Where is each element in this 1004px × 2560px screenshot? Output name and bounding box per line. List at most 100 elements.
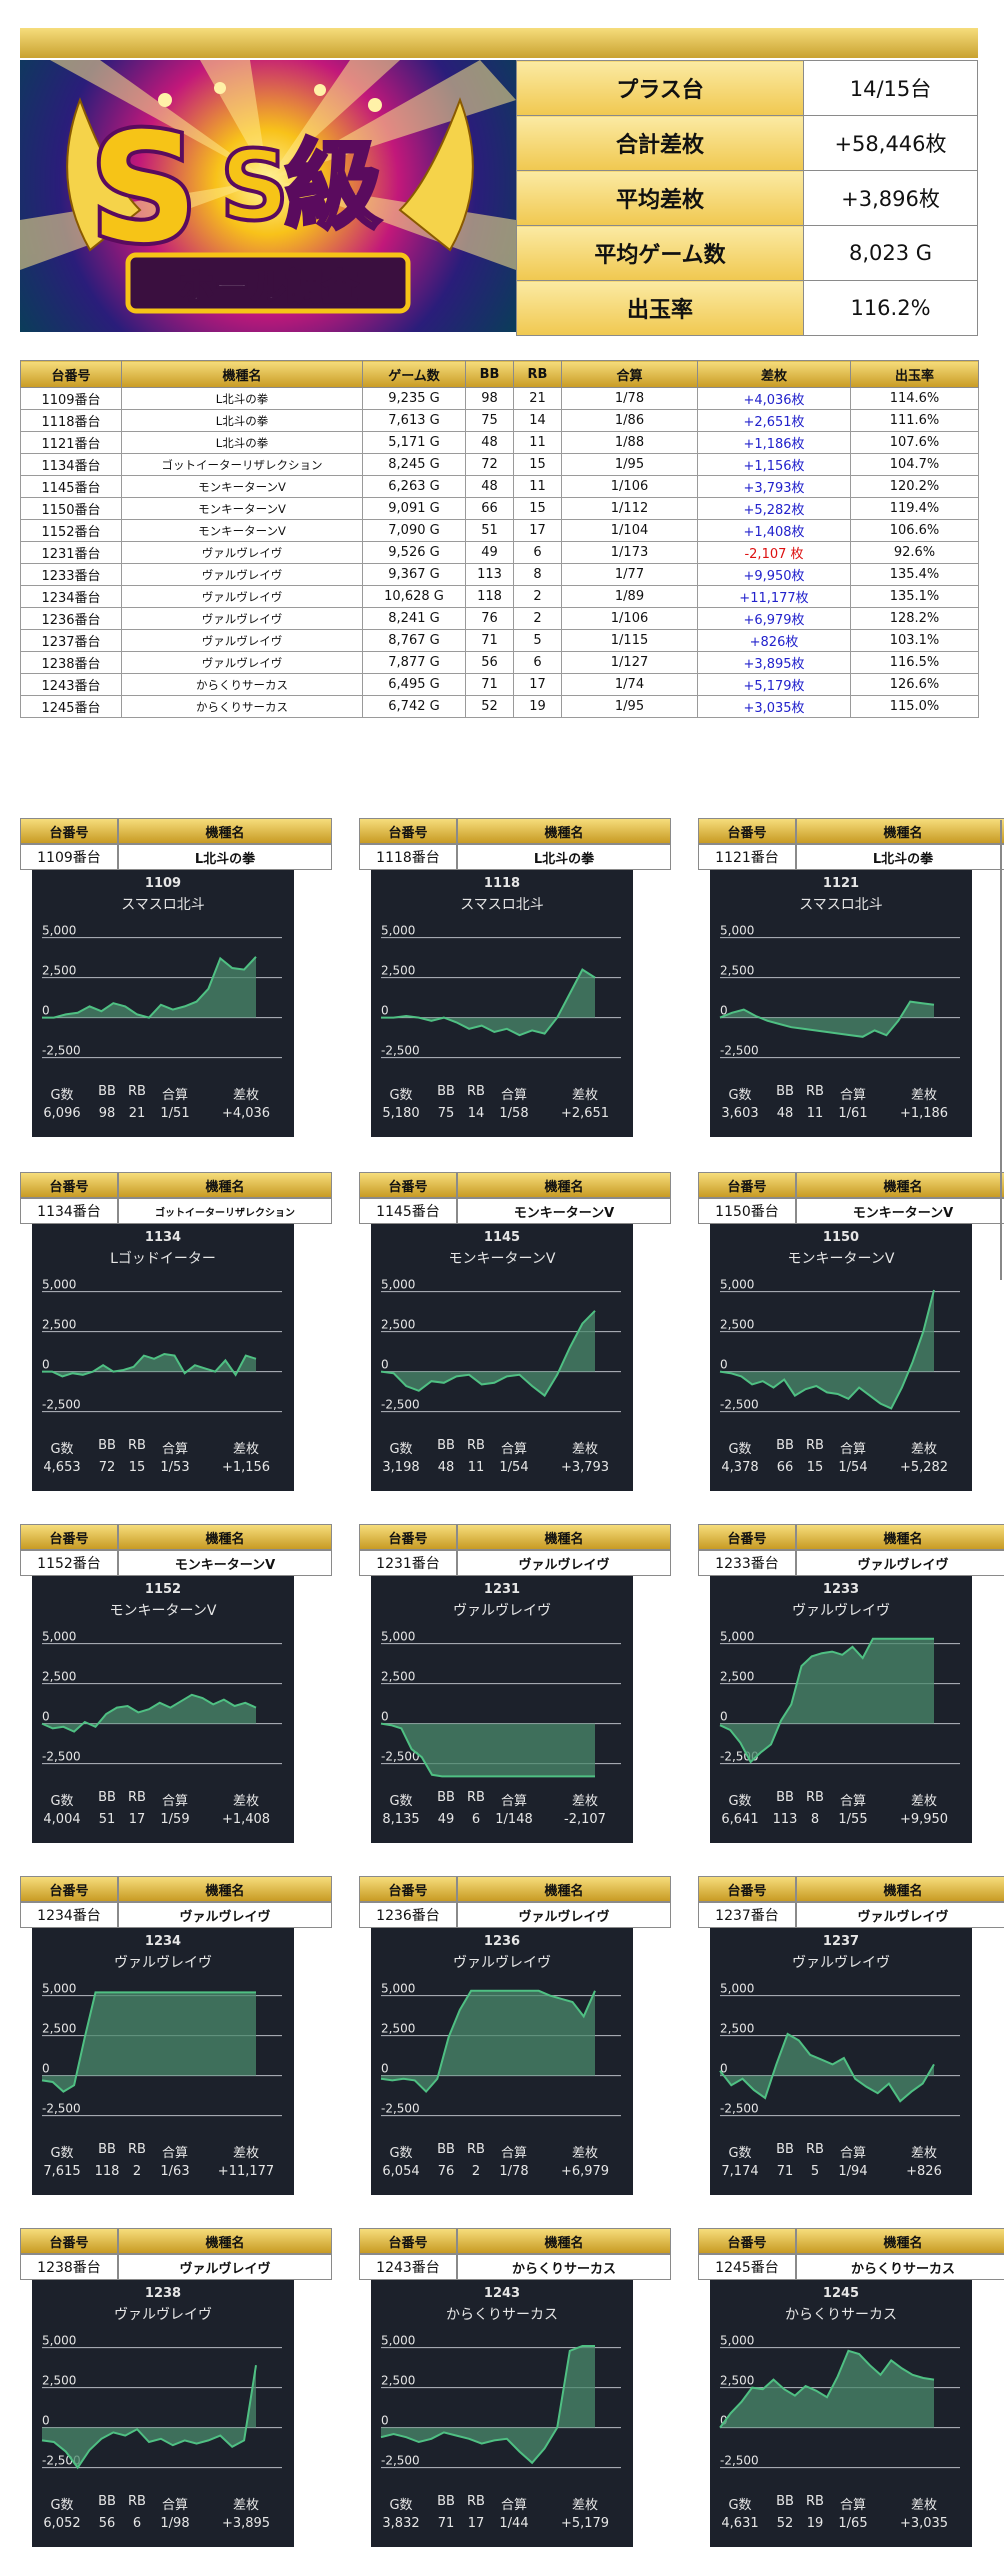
slump-area [720,2350,934,2428]
table-cell: 7,877 G [362,651,466,674]
summary-row: 平均差枚 +3,896枚 [516,170,978,226]
graph-unit-number: 1233 [822,1582,860,1597]
card-header-machine: 機種名 [796,818,1004,844]
card-header-unit: 台番号 [359,1876,457,1902]
slump-graph: 5,000 2,500 0 -2,500 [42,1278,282,1413]
table-cell: 1234番台 [20,585,122,608]
column-header: 機種名 [121,360,363,388]
table-cell: 1/115 [561,629,698,652]
table-cell: 15 [513,453,562,476]
stat-value: 98 [98,1106,116,1121]
table-row: 1233番台 ヴァルヴレイヴ 9,367 G 113 8 1/77 +9,950枚 135.4… [20,563,979,586]
stat-value: 1/78 [499,2164,529,2179]
card-header: 台番号 機種名 [698,1876,1004,1902]
unit-card: 台番号 機種名 1145番台 モンキーターンV 1145 モンキーターンV 5,000 2,5… [359,1172,671,1491]
stat-label: BB [437,1438,455,1453]
y-tick-label: 2,500 [720,964,754,978]
stat-label: BB [776,2494,794,2509]
card-header: 台番号 機種名 [20,2228,332,2254]
graph-machine-name: モンキーターンV [109,1603,217,1619]
unit-card: 台番号 機種名 1234番台 ヴァルヴレイヴ 1234 ヴァルヴレイヴ 5,000 2,500… [20,1876,332,2195]
card-info-row: 1152番台 モンキーターンV [20,1550,332,1576]
table-row: 1236番台 ヴァルヴレイヴ 8,241 G 76 2 1/106 +6,979枚 128.2… [20,607,979,630]
graph-stat-values: 4,653 72 15 1/53 +1,156 [32,1460,294,1475]
table-cell: 6,495 G [362,673,466,696]
slump-graph-panel: 1134 Lゴッドイーター 5,000 2,500 0 -2,500 G数 BB RB 合算 差枚 4… [32,1224,294,1491]
y-tick-label: 2,500 [720,1670,754,1684]
unit-card: 台番号 機種名 1121番台 L北斗の拳 1121 スマスロ北斗 5,000 2,500 0 -2… [698,818,1004,1137]
unit-card: 台番号 機種名 1243番台 からくりサーカス 1243 からくりサーカス 5,000 2,5… [359,2228,671,2547]
table-cell: 2 [513,607,562,630]
table-cell: 71 [465,673,514,696]
y-tick-label: 0 [42,1358,50,1372]
table-cell: ヴァルヴレイヴ [121,563,363,586]
slump-graph: 5,000 2,500 0 -2,500 [41,1982,282,2117]
stat-label: BB [776,1438,794,1453]
stat-value: 66 [776,1460,794,1475]
y-tick-label: 2,500 [381,2374,415,2388]
slump-area [381,2346,595,2463]
y-tick-label: 0 [42,2062,50,2076]
table-cell: 1/106 [561,475,698,498]
unit-card: 台番号 機種名 1237番台 ヴァルヴレイヴ 1237 ヴァルヴレイヴ 5,000 2,500… [698,1876,1004,2195]
slump-line [41,1991,256,2093]
graph-stat-values: 5,180 75 14 1/58 +2,651 [371,1106,633,1121]
table-cell: 17 [513,519,562,542]
table-cell: 1118番台 [20,409,122,432]
column-header: 出玉率 [850,360,979,388]
table-cell: 118 [465,585,514,608]
table-cell: 135.1% [850,585,979,608]
slump-graph: 5,000 2,500 0 -2,500 [719,2334,960,2469]
graph-unit-number: 1245 [822,2286,860,2301]
slump-graph-panel: 1231 ヴァルヴレイヴ 5,000 2,500 0 -2,500 G数 BB RB 合算 差枚 8,… [371,1576,633,1843]
table-cell: +3,793枚 [697,475,851,498]
stat-label: RB [467,1084,485,1099]
y-tick-label: 0 [42,1004,50,1018]
stat-value: 3,603 [721,1106,759,1121]
stat-value: 72 [98,1460,116,1475]
card-unit: 1234番台 [20,1902,118,1928]
slump-line [42,956,257,1019]
table-cell: ゴットイーターリザレクション [121,453,363,476]
graph-stat-labels: G数 BB RB 合算 差枚 [710,2142,972,2161]
table-row: 1121番台 L北斗の拳 5,171 G 48 11 1/88 +1,186枚 107.6% [20,431,979,454]
table-cell: 1/112 [561,497,698,520]
table-cell: 1236番台 [20,607,122,630]
slump-line [41,2365,257,2470]
stat-label: RB [128,2142,146,2157]
graph-stat-labels: G数 BB RB 合算 差枚 [32,1438,294,1457]
stat-label: G数 [50,2146,74,2161]
stat-value: 71 [437,2516,455,2531]
stat-label: 合算 [161,1088,188,1103]
table-cell: 11 [513,475,562,498]
stat-label: G数 [50,1088,74,1103]
stat-label: G数 [389,1088,413,1103]
table-cell: +4,036枚 [697,387,851,410]
stat-value: 11 [806,1106,824,1121]
y-tick-label: 2,500 [42,2374,76,2388]
table-cell: 1109番台 [20,387,122,410]
y-tick-label: 5,000 [720,2334,754,2348]
graph-machine-name: モンキーターンV [787,1251,895,1267]
y-tick-label: 0 [381,1004,389,1018]
card-header-machine: 機種名 [457,818,671,844]
slump-graph-panel: 1245 からくりサーカス 5,000 2,500 0 -2,500 G数 BB RB 合算 差枚 4… [710,2280,972,2547]
y-tick-label: 5,000 [42,1278,76,1292]
stat-value: 17 [128,1812,146,1827]
table-cell: 113 [465,563,514,586]
slump-line [380,1722,595,1778]
table-row: 1245番台 からくりサーカス 6,742 G 52 19 1/95 +3,035枚 115.… [20,695,979,718]
graph-unit-number: 1152 [144,1582,182,1597]
slump-area [42,1694,256,1732]
table-row: 1234番台 ヴァルヴレイヴ 10,628 G 118 2 1/89 +11,177枚 135… [20,585,979,608]
card-unit: 1152番台 [20,1550,118,1576]
table-cell: モンキーターンV [121,497,363,520]
y-tick-label: 5,000 [381,924,415,938]
stat-label: BB [98,2494,116,2509]
stat-value: 2 [132,2164,142,2179]
stat-label: 合算 [839,1442,866,1457]
stat-value: 21 [128,1106,146,1121]
slump-area [720,1290,934,1409]
stat-value: 1/61 [838,1106,868,1121]
table-cell: 106.6% [850,519,979,542]
